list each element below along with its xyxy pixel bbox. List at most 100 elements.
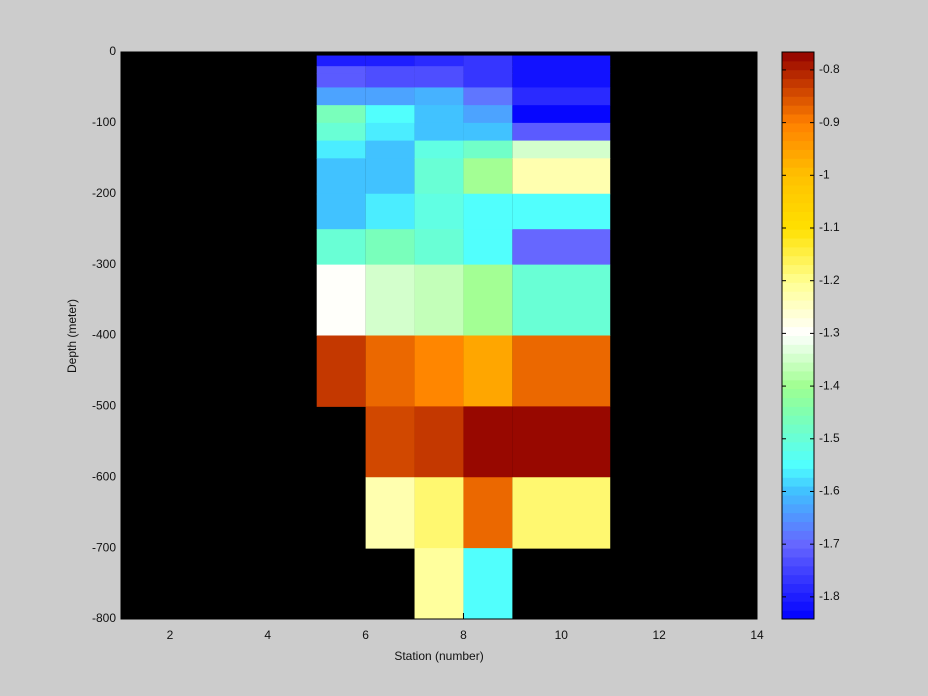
colorbar-swatch (782, 388, 814, 399)
heatmap-cell (463, 229, 513, 266)
heatmap-cell (463, 87, 513, 106)
colorbar-swatch (782, 60, 814, 71)
heatmap-cell (463, 73, 513, 88)
heatmap-cell (512, 264, 611, 336)
heatmap-cell (512, 140, 611, 159)
heatmap-cell (365, 406, 415, 478)
colorbar-swatch (782, 220, 814, 230)
colorbar-swatch (782, 574, 814, 585)
heatmap-cell (316, 264, 366, 336)
heatmap-cell (316, 87, 366, 106)
heatmap-cell (316, 335, 366, 407)
heatmap-cell (414, 122, 464, 142)
colorbar-frame (781, 51, 815, 620)
colorbar-swatch (782, 131, 814, 142)
y-tick-label: -300 (92, 257, 116, 271)
x-tick-label: 10 (555, 628, 569, 642)
colorbar-swatch (782, 105, 814, 115)
heatmap-cell (512, 229, 611, 266)
colorbar-swatch (782, 450, 814, 461)
colorbar-swatch (782, 273, 814, 283)
colorbar-swatch (782, 530, 814, 540)
colorbar-swatch (782, 583, 814, 593)
colorbar-swatch (782, 255, 814, 266)
colorbar-swatch (782, 610, 814, 620)
colorbar-swatch (782, 379, 814, 390)
heatmap-cell (365, 193, 415, 230)
heatmap-cell (414, 66, 464, 74)
heatmap-cell (414, 73, 464, 88)
heatmap-cell (463, 66, 513, 74)
colorbar-swatch (782, 246, 814, 257)
colorbar-swatch (782, 291, 814, 301)
colorbar-swatch (782, 468, 814, 478)
heatmap-cell (316, 105, 366, 124)
colorbar-swatch (782, 432, 814, 443)
heatmap-cell (512, 55, 611, 67)
heatmap-cell (316, 158, 366, 195)
heatmap-cell (463, 548, 513, 620)
heatmap-cell (365, 335, 415, 407)
colorbar-swatch (782, 406, 814, 416)
colorbar-swatch (782, 184, 814, 195)
heatmap-cell (316, 66, 366, 74)
heatmap-cell (414, 87, 464, 106)
colorbar-swatch (782, 370, 814, 381)
colorbar-swatch (782, 521, 814, 531)
colorbar-tick-label: -0.8 (819, 62, 840, 76)
heatmap-cell (365, 229, 415, 266)
colorbar-swatch (782, 149, 814, 159)
y-tick-label: -100 (92, 115, 116, 129)
colorbar-tick-label: -0.9 (819, 115, 840, 129)
colorbar-swatch (782, 202, 814, 212)
colorbar-swatch (782, 78, 814, 88)
colorbar-swatch (782, 52, 814, 62)
colorbar-tick-label: -1.6 (819, 484, 840, 498)
y-tick-label: -400 (92, 328, 116, 342)
heatmap-cell (365, 73, 415, 88)
heatmap-cell (414, 406, 464, 478)
heatmap-cell (463, 264, 513, 336)
colorbar-swatch (782, 122, 814, 133)
colorbar-swatch (782, 140, 814, 150)
heatmap-cell (463, 140, 513, 159)
colorbar-swatch (782, 308, 814, 319)
colorbar-swatch (782, 69, 814, 80)
colorbar-swatch (782, 415, 814, 425)
colorbar-tick-label: -1.7 (819, 536, 840, 550)
heatmap-cell (316, 122, 366, 142)
heatmap-cell (414, 229, 464, 266)
heatmap-cell (512, 335, 611, 407)
colorbar-swatch (782, 335, 814, 345)
heatmap-cell (365, 105, 415, 124)
colorbar-swatch (782, 548, 814, 558)
colorbar-swatch (782, 556, 814, 567)
colorbar-swatch (782, 441, 814, 452)
x-tick-label: 12 (652, 628, 666, 642)
heatmap-cell (463, 335, 513, 407)
colorbar-swatch (782, 459, 814, 469)
heatmap-cell (414, 477, 464, 549)
heatmap-cell (512, 122, 611, 142)
colorbar-swatch (782, 539, 814, 549)
heatmap-cell (316, 73, 366, 88)
colorbar-swatch (782, 282, 814, 292)
colorbar-swatch (782, 397, 814, 407)
heatmap-cell (512, 193, 611, 230)
colorbar-swatch (782, 167, 814, 177)
x-axis-label: Station (number) (394, 649, 483, 663)
heatmap-cell (365, 264, 415, 336)
colorbar-tick-label: -1.5 (819, 431, 840, 445)
heatmap-cell (365, 122, 415, 142)
heatmap-cell (463, 122, 513, 142)
colorbar-swatch (782, 193, 814, 204)
heatmap-cell (414, 105, 464, 124)
colorbar-swatch (782, 114, 814, 124)
colorbar-swatch (782, 229, 814, 239)
colorbar-swatch (782, 512, 814, 523)
colorbar-swatch (782, 565, 814, 576)
colorbar-swatch (782, 326, 814, 336)
heatmap-cell (512, 477, 611, 549)
colorbar-swatch (782, 317, 814, 328)
